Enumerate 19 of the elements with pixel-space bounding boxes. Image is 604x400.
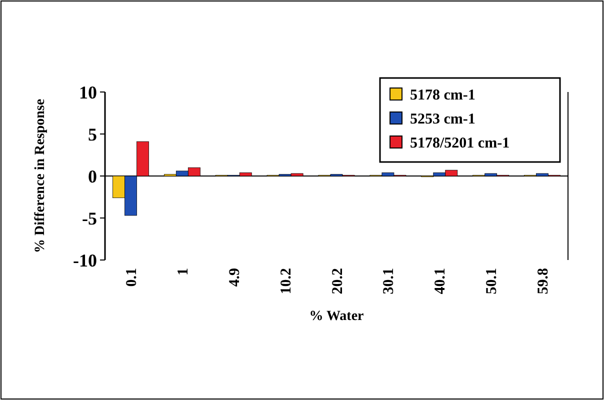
x-tick-label: 0.1 xyxy=(124,268,140,287)
legend-label: 5253 cm-1 xyxy=(410,111,476,128)
x-tick-label: 1 xyxy=(175,268,192,276)
x-tick-label: 20.2 xyxy=(330,268,346,294)
y-tick-label: 5 xyxy=(88,124,97,144)
x-tick-label: 50.1 xyxy=(484,268,500,294)
x-tick-label: 40.1 xyxy=(432,268,449,294)
x-axis-title: % Water xyxy=(309,309,364,324)
y-tick-label: 10 xyxy=(79,82,97,102)
x-tick-label: 10.2 xyxy=(278,268,294,294)
x-tick-label: 30.1 xyxy=(381,268,398,294)
x-tick-label: 59.8 xyxy=(536,268,552,294)
y-tick-label: -5 xyxy=(82,208,97,228)
x-tick-label: 4.9 xyxy=(226,268,243,287)
legend-label: 5178 cm-1 xyxy=(410,87,476,104)
y-axis-title: % Difference in Response xyxy=(33,98,48,254)
y-tick-label: 0 xyxy=(88,166,97,186)
legend-label: 5178/5201 cm-1 xyxy=(410,135,510,152)
y-tick-label: -10 xyxy=(73,250,97,270)
